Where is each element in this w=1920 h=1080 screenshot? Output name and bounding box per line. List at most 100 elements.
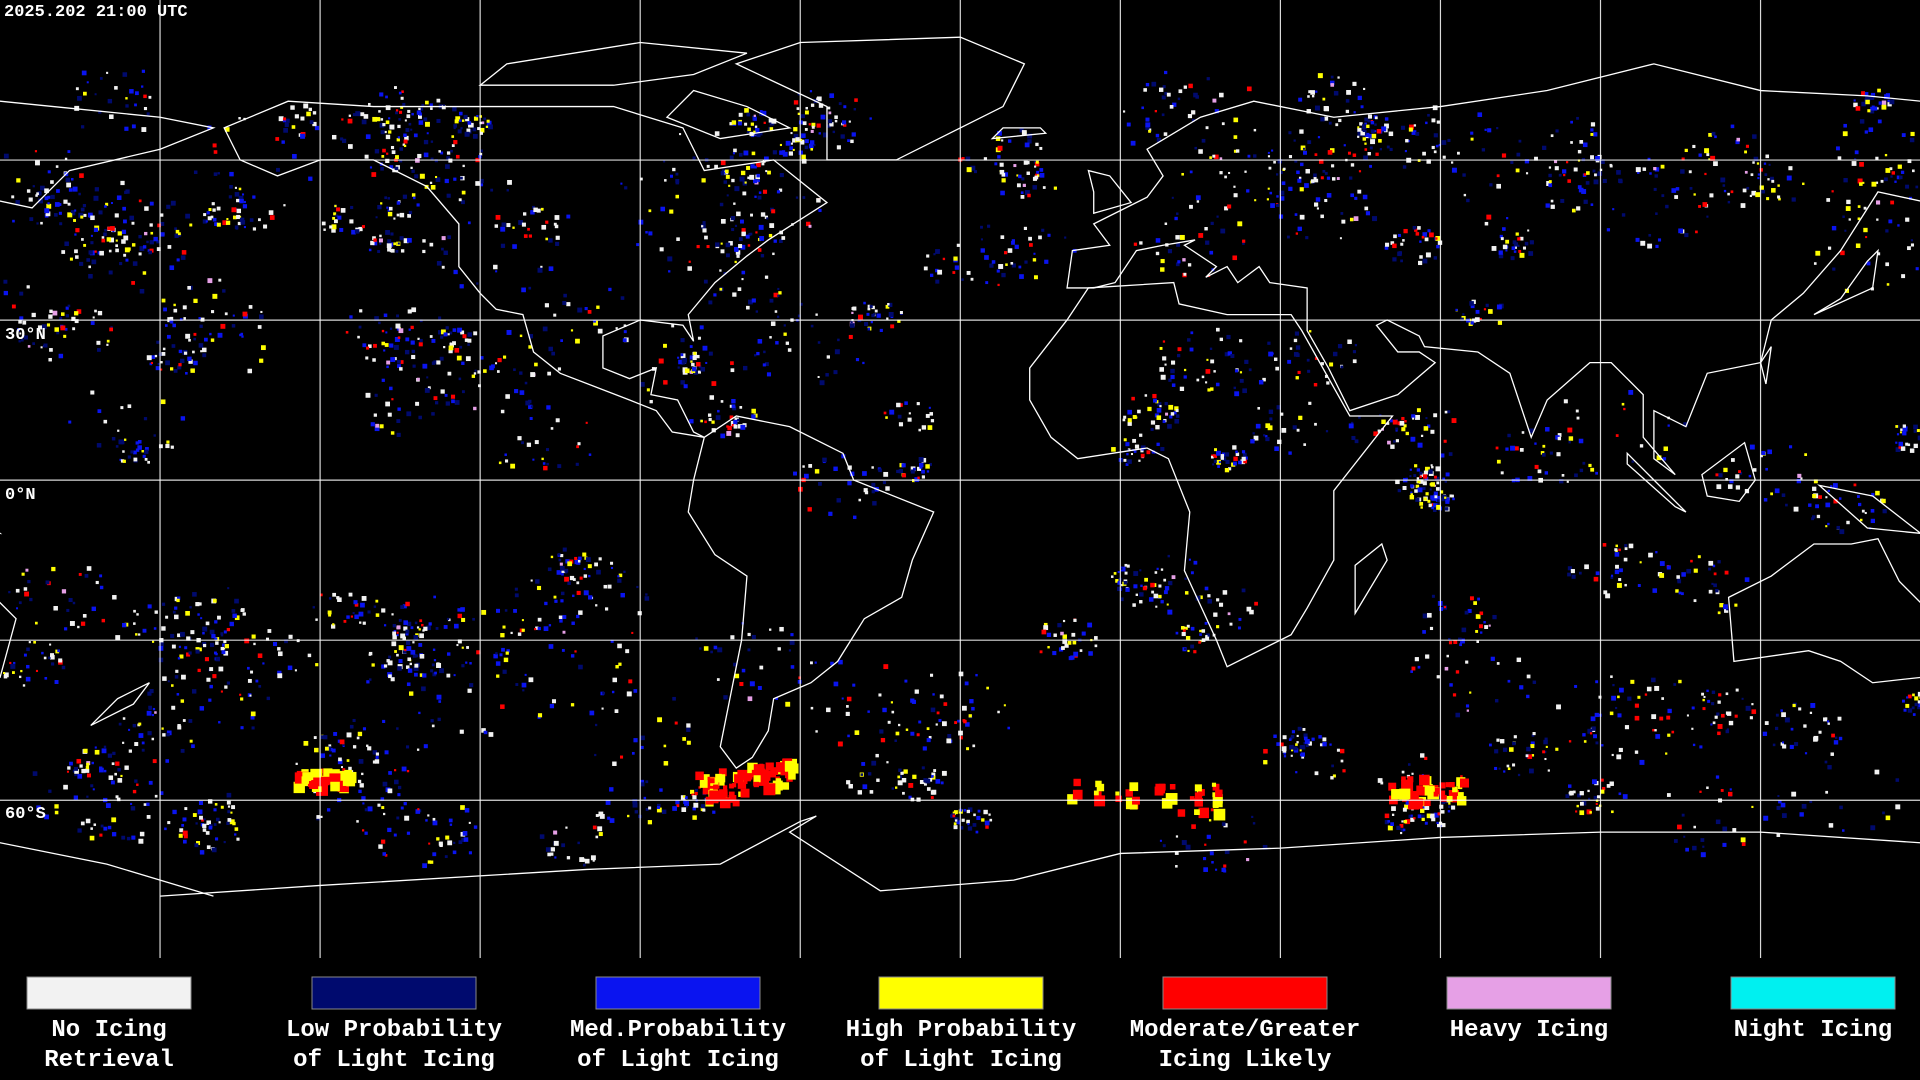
icing-pixel bbox=[234, 192, 240, 197]
icing-pixel bbox=[559, 562, 563, 566]
icing-pixel bbox=[71, 210, 75, 214]
icing-pixel bbox=[1381, 126, 1387, 132]
icing-pixel bbox=[382, 148, 386, 153]
icing-pixel bbox=[385, 134, 391, 140]
icing-pixel bbox=[215, 641, 219, 645]
icing-pixel bbox=[214, 637, 218, 641]
icing-pixel bbox=[1122, 418, 1126, 422]
icing-pixel bbox=[1254, 199, 1257, 202]
icing-pixel bbox=[1571, 208, 1576, 213]
icing-pixel bbox=[1014, 244, 1019, 249]
icing-pixel bbox=[747, 176, 750, 180]
icing-pixel bbox=[1557, 433, 1562, 437]
icing-pixel bbox=[1857, 205, 1861, 208]
icing-pixel bbox=[396, 314, 399, 318]
icing-pixel bbox=[765, 170, 768, 173]
icing-pixel bbox=[361, 772, 364, 776]
icing-pixel bbox=[1386, 422, 1390, 425]
icing-pixel bbox=[431, 338, 436, 343]
icing-pixel bbox=[447, 618, 451, 622]
icing-pixel bbox=[419, 654, 425, 659]
icing-pixel bbox=[559, 565, 565, 571]
icing-pixel bbox=[826, 124, 830, 128]
icing-pixel bbox=[843, 105, 847, 109]
icing-pixel bbox=[397, 136, 401, 139]
icing-pixel bbox=[1778, 799, 1782, 804]
icing-pixel bbox=[454, 119, 459, 124]
icing-pixel bbox=[188, 338, 191, 342]
icing-pixel bbox=[146, 710, 152, 716]
icing-pixel bbox=[127, 404, 132, 409]
icing-pixel bbox=[723, 271, 727, 275]
icing-pixel bbox=[114, 213, 119, 218]
icing-pixel bbox=[1755, 192, 1761, 198]
icing-pixel bbox=[382, 719, 386, 723]
icing-pixel bbox=[1909, 448, 1915, 453]
icing-pixel bbox=[375, 423, 380, 428]
icing-pixel bbox=[435, 177, 441, 182]
icing-pixel bbox=[1044, 259, 1049, 264]
icing-pixel bbox=[1441, 810, 1445, 814]
icing-pixel bbox=[735, 433, 740, 438]
icing-pixel bbox=[1401, 416, 1405, 421]
icing-pixel bbox=[889, 409, 895, 415]
icing-pixel bbox=[1507, 679, 1511, 683]
icing-pixel bbox=[522, 689, 525, 692]
icing-pixel bbox=[1618, 548, 1621, 552]
icing-pixel bbox=[79, 764, 83, 768]
icing-pixel bbox=[466, 646, 469, 649]
icing-pixel bbox=[431, 361, 436, 365]
icing-pixel bbox=[1913, 443, 1918, 449]
icing-pixel bbox=[352, 113, 356, 117]
icing-pixel bbox=[804, 128, 808, 131]
icing-pixel bbox=[533, 207, 538, 213]
icing-pixel bbox=[1703, 695, 1706, 698]
icing-pixel bbox=[480, 356, 484, 360]
icing-pixel bbox=[1395, 427, 1399, 431]
icing-pixel bbox=[90, 321, 95, 325]
icing-pixel bbox=[1357, 189, 1362, 194]
icing-pixel bbox=[918, 720, 922, 724]
icing-pixel bbox=[808, 224, 812, 228]
icing-pixel bbox=[1018, 174, 1022, 179]
icing-pixel bbox=[202, 347, 207, 353]
icing-pixel bbox=[1227, 204, 1232, 209]
icing-pixel bbox=[147, 460, 150, 464]
icing-pixel bbox=[1567, 179, 1571, 183]
icing-pixel bbox=[1342, 769, 1346, 773]
icing-pixel bbox=[1857, 178, 1863, 184]
icing-pixel bbox=[223, 220, 228, 225]
icing-pixel bbox=[514, 389, 519, 394]
icing-pixel bbox=[1635, 237, 1640, 242]
icing-pixel bbox=[464, 131, 470, 137]
icing-pixel bbox=[1434, 495, 1438, 499]
icing-pixel bbox=[1425, 654, 1430, 659]
icing-pixel bbox=[1903, 708, 1907, 712]
icing-pixel bbox=[967, 807, 973, 812]
icing-pixel bbox=[202, 828, 207, 832]
icing-pixel bbox=[756, 133, 761, 138]
icing-pixel bbox=[382, 852, 387, 856]
icing-pixel bbox=[242, 612, 246, 616]
icing-patch bbox=[701, 774, 710, 783]
icing-pixel bbox=[1183, 85, 1187, 89]
icing-pixel bbox=[153, 434, 156, 437]
icing-pixel bbox=[1914, 696, 1919, 701]
icing-pixel bbox=[1419, 255, 1423, 259]
icing-patch bbox=[1129, 782, 1139, 792]
icing-pixel bbox=[1484, 221, 1489, 226]
icing-pixel bbox=[185, 213, 191, 219]
icing-pixel bbox=[496, 608, 501, 613]
icing-pixel bbox=[1409, 494, 1415, 500]
icing-pixel bbox=[284, 123, 289, 128]
icing-pixel bbox=[43, 656, 47, 660]
icing-pixel bbox=[377, 250, 381, 253]
icing-pixel bbox=[433, 659, 437, 662]
icing-pixel bbox=[437, 717, 441, 722]
icing-pixel bbox=[1182, 258, 1186, 262]
icing-pixel bbox=[1717, 611, 1721, 615]
icing-pixel bbox=[750, 122, 754, 126]
icing-pixel bbox=[1427, 424, 1431, 428]
icing-pixel bbox=[387, 247, 392, 252]
icing-pixel bbox=[229, 621, 234, 627]
